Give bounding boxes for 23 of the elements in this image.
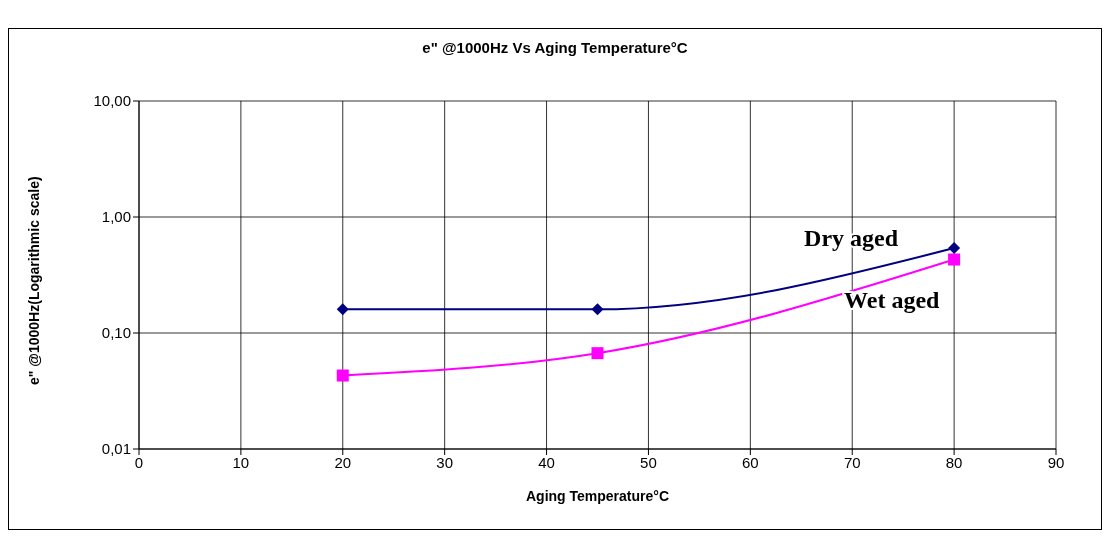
y-axis-title: e" @1000Hz(Logarithmic scale) (25, 176, 42, 385)
chart-title: e" @1000Hz Vs Aging Temperature°C (421, 39, 689, 56)
x-tick-label: 0 (134, 453, 144, 471)
y-tick-label: 1,00 (101, 208, 131, 226)
y-tick-label: 0,10 (101, 324, 131, 342)
y-tick-label: 0,01 (101, 440, 131, 458)
point (948, 242, 961, 255)
point (336, 303, 349, 316)
x-tick-label: 90 (1047, 453, 1065, 471)
x-tick-label: 30 (436, 453, 454, 471)
point (591, 303, 604, 316)
x-tick-label: 60 (741, 453, 759, 471)
x-tick-label: 80 (945, 453, 963, 471)
y-tick-label: 10,00 (93, 92, 131, 110)
x-tick-label: 40 (538, 453, 555, 471)
point (591, 347, 604, 360)
x-tick-label: 70 (843, 453, 861, 471)
point (336, 369, 349, 382)
point (948, 253, 961, 266)
x-tick-label: 10 (232, 453, 250, 471)
x-axis-title: Aging Temperature°C (525, 488, 670, 504)
x-tick-label: 50 (640, 453, 657, 471)
x-tick-label: 20 (334, 453, 352, 471)
